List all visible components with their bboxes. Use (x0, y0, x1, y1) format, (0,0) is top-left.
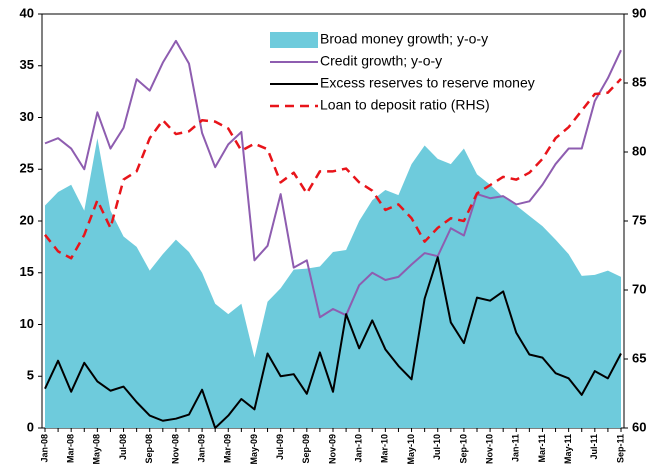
x-tick-label: Sep-08 (144, 434, 154, 464)
y-tick-label: 35 (20, 57, 34, 72)
line (44, 77, 622, 260)
x-tick-label: Mar-08 (66, 434, 76, 463)
x-tick-label: May-10 (406, 434, 416, 465)
y-tick-label: 40 (20, 5, 34, 20)
y2-tick-label: 90 (632, 5, 646, 20)
x-tick-label: Jul-08 (118, 434, 128, 460)
y-tick-label: 25 (20, 161, 34, 176)
y2-tick-label: 80 (632, 143, 646, 158)
y-tick-label: 5 (27, 368, 34, 383)
legend-label: Broad money growth; y-o-y (320, 31, 488, 47)
x-tick-label: Sep-10 (458, 434, 468, 464)
legend-label: Loan to deposit ratio (RHS) (320, 97, 490, 113)
line (44, 39, 622, 319)
x-tick-label: Mar-10 (380, 434, 390, 463)
legend-label: Excess reserves to reserve money (320, 75, 535, 91)
y-tick-label: 15 (20, 264, 34, 279)
x-tick-label: Jan-09 (196, 434, 206, 463)
series-layer (44, 39, 622, 429)
area (45, 138, 621, 428)
x-tick-label: May-09 (249, 434, 259, 465)
x-tick-label: Jan-08 (39, 434, 49, 463)
y-tick-label: 0 (27, 419, 34, 434)
x-tick-label: Nov-09 (327, 434, 337, 464)
x-tick-label: Mar-09 (223, 434, 233, 463)
y2-tick-label: 60 (632, 419, 646, 434)
x-tick-label: Sep-11 (615, 434, 625, 463)
line (44, 256, 622, 429)
x-tick-label: Jan-10 (354, 434, 364, 463)
legend-label: Credit growth; y-o-y (320, 53, 442, 69)
y2-tick-label: 75 (632, 212, 646, 227)
y2-tick-label: 85 (632, 74, 646, 89)
y2-tick-label: 70 (632, 281, 646, 296)
x-tick-label: Nov-08 (170, 434, 180, 464)
x-tick-label: Sep-09 (301, 434, 311, 464)
y-tick-label: 30 (20, 109, 34, 124)
x-tick-label: May-11 (563, 434, 573, 464)
x-tick-label: Jul-11 (589, 434, 599, 460)
x-tick-label: Mar-11 (537, 434, 547, 463)
x-tick-label: Jan-11 (511, 434, 521, 462)
x-tick-label: Jul-10 (432, 434, 442, 460)
x-tick-label: May-08 (92, 434, 102, 465)
legend-swatch (270, 32, 318, 48)
y-tick-label: 20 (20, 212, 34, 227)
y-tick-label: 10 (20, 316, 34, 331)
x-tick-label: Jul-09 (275, 434, 285, 460)
y2-tick-label: 65 (632, 350, 646, 365)
x-tick-label: Nov-10 (484, 434, 494, 464)
